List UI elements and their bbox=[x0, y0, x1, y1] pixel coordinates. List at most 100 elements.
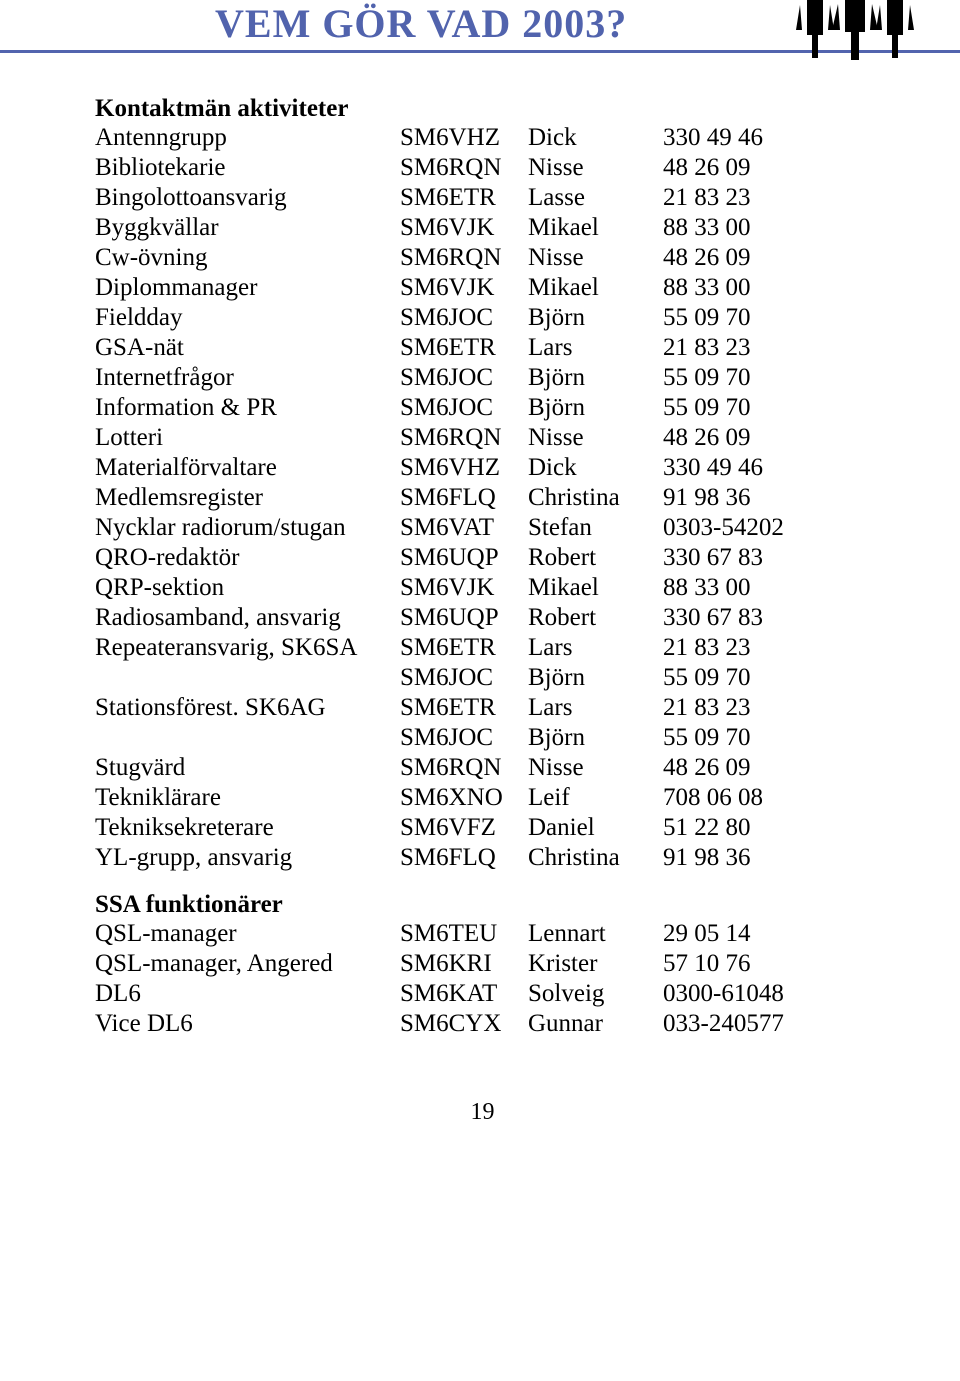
table-row: YL-grupp, ansvarigSM6FLQChristina91 98 3… bbox=[95, 843, 870, 873]
callsign-cell: SM6VHZ bbox=[400, 123, 528, 153]
table-row: Radiosamband, ansvarigSM6UQPRobert330 67… bbox=[95, 603, 870, 633]
number-cell: 88 33 00 bbox=[663, 213, 870, 243]
table-row: QRP-sektionSM6VJKMikael88 33 00 bbox=[95, 573, 870, 603]
role-cell: Internetfrågor bbox=[95, 363, 400, 393]
name-cell: Lennart bbox=[528, 919, 663, 949]
role-cell bbox=[95, 663, 400, 693]
number-cell: 29 05 14 bbox=[663, 919, 870, 949]
number-cell: 48 26 09 bbox=[663, 243, 870, 273]
callsign-cell: SM6TEU bbox=[400, 919, 528, 949]
callsign-cell: SM6VFZ bbox=[400, 813, 528, 843]
name-cell: Lars bbox=[528, 693, 663, 723]
number-cell: 21 83 23 bbox=[663, 333, 870, 363]
name-cell: Stefan bbox=[528, 513, 663, 543]
callsign-cell: SM6RQN bbox=[400, 243, 528, 273]
table-row: DL6SM6KATSolveig0300-61048 bbox=[95, 979, 870, 1009]
role-cell: DL6 bbox=[95, 979, 400, 1009]
name-cell: Dick bbox=[528, 453, 663, 483]
table-row: Information & PRSM6JOCBjörn55 09 70 bbox=[95, 393, 870, 423]
name-cell: Robert bbox=[528, 603, 663, 633]
callsign-cell: SM6VJK bbox=[400, 573, 528, 603]
name-cell: Mikael bbox=[528, 213, 663, 243]
header: VEM GÖR VAD 2003? bbox=[95, 0, 870, 65]
number-cell: 55 09 70 bbox=[663, 723, 870, 753]
number-cell: 033-240577 bbox=[663, 1009, 870, 1039]
page-number: 19 bbox=[95, 1099, 870, 1126]
number-cell: 57 10 76 bbox=[663, 949, 870, 979]
role-cell: Materialförvaltare bbox=[95, 453, 400, 483]
callsign-cell: SM6RQN bbox=[400, 423, 528, 453]
name-cell: Nisse bbox=[528, 153, 663, 183]
table-row: MedlemsregisterSM6FLQChristina91 98 36 bbox=[95, 483, 870, 513]
role-cell: Vice DL6 bbox=[95, 1009, 400, 1039]
role-cell: Diplommanager bbox=[95, 273, 400, 303]
page: VEM GÖR VAD 2003? Kontaktmän aktiviteter… bbox=[0, 0, 960, 1166]
table-row: Repeateransvarig, SK6SASM6ETRLars21 83 2… bbox=[95, 633, 870, 663]
callsign-cell: SM6ETR bbox=[400, 183, 528, 213]
callsign-cell: SM6ETR bbox=[400, 633, 528, 663]
name-cell: Björn bbox=[528, 723, 663, 753]
callsign-cell: SM6FLQ bbox=[400, 483, 528, 513]
people-silhouette-icon bbox=[790, 0, 920, 60]
section-heading: SSA funktionärer bbox=[95, 891, 870, 919]
callsign-cell: SM6FLQ bbox=[400, 843, 528, 873]
page-title: VEM GÖR VAD 2003? bbox=[215, 0, 627, 47]
number-cell: 708 06 08 bbox=[663, 783, 870, 813]
role-cell: Tekniklärare bbox=[95, 783, 400, 813]
table-row: Nycklar radiorum/stuganSM6VATStefan0303-… bbox=[95, 513, 870, 543]
role-cell: Radiosamband, ansvarig bbox=[95, 603, 400, 633]
table-row: GSA-nätSM6ETRLars21 83 23 bbox=[95, 333, 870, 363]
table-row: AntenngruppSM6VHZDick330 49 46 bbox=[95, 123, 870, 153]
number-cell: 330 67 83 bbox=[663, 543, 870, 573]
name-cell: Solveig bbox=[528, 979, 663, 1009]
role-cell: Stationsförest. SK6AG bbox=[95, 693, 400, 723]
name-cell: Gunnar bbox=[528, 1009, 663, 1039]
callsign-cell: SM6ETR bbox=[400, 693, 528, 723]
callsign-cell: SM6XNO bbox=[400, 783, 528, 813]
name-cell: Robert bbox=[528, 543, 663, 573]
name-cell: Lars bbox=[528, 633, 663, 663]
table-row: BingolottoansvarigSM6ETRLasse21 83 23 bbox=[95, 183, 870, 213]
callsign-cell: SM6RQN bbox=[400, 153, 528, 183]
table-row: ByggkvällarSM6VJKMikael88 33 00 bbox=[95, 213, 870, 243]
number-cell: 91 98 36 bbox=[663, 843, 870, 873]
number-cell: 21 83 23 bbox=[663, 633, 870, 663]
role-cell bbox=[95, 723, 400, 753]
callsign-cell: SM6VAT bbox=[400, 513, 528, 543]
name-cell: Christina bbox=[528, 843, 663, 873]
table-row: TekniklärareSM6XNOLeif708 06 08 bbox=[95, 783, 870, 813]
name-cell: Nisse bbox=[528, 753, 663, 783]
role-cell: QSL-manager, Angered bbox=[95, 949, 400, 979]
number-cell: 0303-54202 bbox=[663, 513, 870, 543]
section-rows: AntenngruppSM6VHZDick330 49 46Biblioteka… bbox=[95, 123, 870, 873]
table-row: SM6JOCBjörn55 09 70 bbox=[95, 663, 870, 693]
role-cell: QSL-manager bbox=[95, 919, 400, 949]
section-1: SSA funktionärer QSL-managerSM6TEULennar… bbox=[95, 891, 870, 1039]
callsign-cell: SM6VJK bbox=[400, 213, 528, 243]
role-cell: QRP-sektion bbox=[95, 573, 400, 603]
callsign-cell: SM6UQP bbox=[400, 543, 528, 573]
table-row: TekniksekreterareSM6VFZDaniel51 22 80 bbox=[95, 813, 870, 843]
table-row: MaterialförvaltareSM6VHZDick330 49 46 bbox=[95, 453, 870, 483]
number-cell: 88 33 00 bbox=[663, 273, 870, 303]
table-row: QSL-managerSM6TEULennart29 05 14 bbox=[95, 919, 870, 949]
role-cell: Lotteri bbox=[95, 423, 400, 453]
table-row: Cw-övningSM6RQNNisse48 26 09 bbox=[95, 243, 870, 273]
number-cell: 88 33 00 bbox=[663, 573, 870, 603]
callsign-cell: SM6JOC bbox=[400, 363, 528, 393]
table-row: Stationsförest. SK6AGSM6ETRLars21 83 23 bbox=[95, 693, 870, 723]
table-row: SM6JOCBjörn55 09 70 bbox=[95, 723, 870, 753]
table-row: BibliotekarieSM6RQNNisse48 26 09 bbox=[95, 153, 870, 183]
section-rows: QSL-managerSM6TEULennart29 05 14QSL-mana… bbox=[95, 919, 870, 1039]
number-cell: 55 09 70 bbox=[663, 363, 870, 393]
number-cell: 330 67 83 bbox=[663, 603, 870, 633]
callsign-cell: SM6JOC bbox=[400, 663, 528, 693]
name-cell: Björn bbox=[528, 363, 663, 393]
number-cell: 48 26 09 bbox=[663, 153, 870, 183]
table-row: Vice DL6SM6CYXGunnar033-240577 bbox=[95, 1009, 870, 1039]
name-cell: Björn bbox=[528, 393, 663, 423]
role-cell: Stugvärd bbox=[95, 753, 400, 783]
name-cell: Dick bbox=[528, 123, 663, 153]
role-cell: Tekniksekreterare bbox=[95, 813, 400, 843]
name-cell: Mikael bbox=[528, 573, 663, 603]
